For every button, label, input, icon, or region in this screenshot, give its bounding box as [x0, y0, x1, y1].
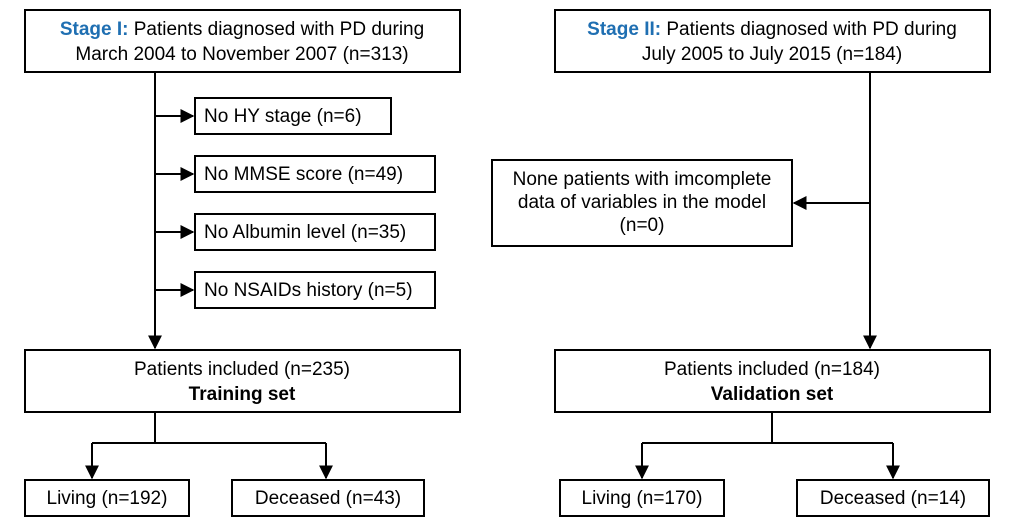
stage1-excl4: No NSAIDs history (n=5) [204, 280, 413, 301]
flowchart: Stage I: Patients diagnosed with PD duri… [0, 0, 1020, 529]
stage2-excl-line1: None patients with imcomplete [513, 169, 772, 190]
stage1-deceased: Deceased (n=43) [255, 488, 401, 509]
stage2-header-rest: Patients diagnosed with PD during [661, 19, 957, 40]
stage2-living: Living (n=170) [582, 488, 703, 509]
stage1-header-rest: Patients diagnosed with PD during [128, 19, 424, 40]
stage1-living: Living (n=192) [47, 488, 168, 509]
stage2-included-line2: Validation set [711, 384, 834, 405]
stage2-header-line1: Stage II: Patients diagnosed with PD dur… [587, 19, 957, 40]
stage2-excl-line2: data of variables in the model [518, 192, 766, 213]
stage2-header-line2: July 2005 to July 2015 (n=184) [642, 44, 902, 65]
stage2-deceased: Deceased (n=14) [820, 488, 966, 509]
stage2-label: Stage II: [587, 19, 661, 40]
stage1-header-line2: March 2004 to November 2007 (n=313) [75, 44, 408, 65]
stage1-label: Stage I: [60, 19, 129, 40]
stage1-included-line1: Patients included (n=235) [134, 359, 350, 380]
stage1-excl3: No Albumin level (n=35) [204, 222, 406, 243]
stage1-excl2: No MMSE score (n=49) [204, 164, 403, 185]
stage2-included-line1: Patients included (n=184) [664, 359, 880, 380]
stage1-excl1: No HY stage (n=6) [204, 106, 362, 127]
stage2-excl-line3: (n=0) [620, 215, 665, 236]
stage1-included-line2: Training set [189, 384, 296, 405]
stage1-header-line1: Stage I: Patients diagnosed with PD duri… [60, 19, 424, 40]
